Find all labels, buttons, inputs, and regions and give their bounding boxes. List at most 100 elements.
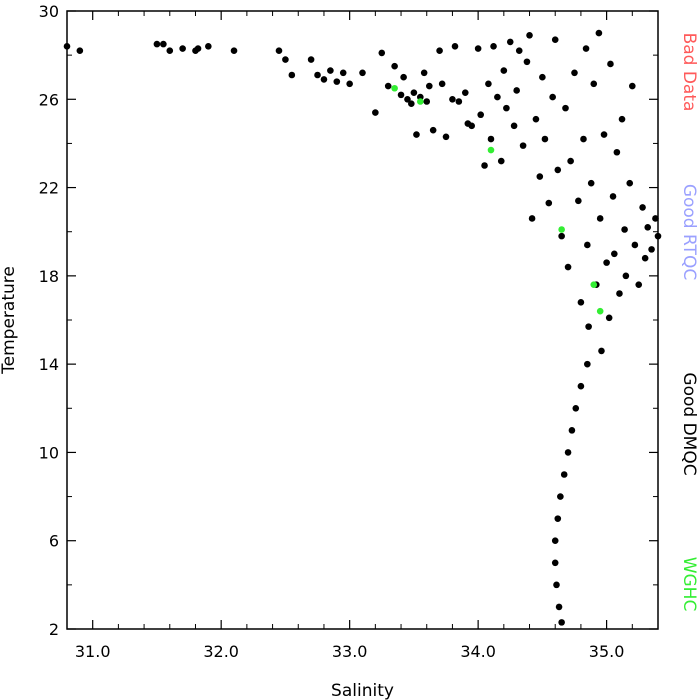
- data-point-good-dmqc: [618, 115, 626, 123]
- data-point-good-dmqc: [560, 471, 568, 478]
- data-point-good-dmqc: [449, 95, 456, 103]
- data-point-good-dmqc: [420, 69, 428, 77]
- data-point-wghc: [590, 281, 598, 288]
- y-tick-label: 2: [49, 620, 59, 639]
- data-point-good-dmqc: [545, 199, 553, 207]
- data-point-wghc: [487, 146, 495, 154]
- data-point-good-dmqc: [609, 193, 617, 200]
- data-point-good-dmqc: [554, 515, 562, 522]
- x-tick-label: 32.0: [203, 642, 239, 661]
- data-point-good-dmqc: [506, 38, 514, 46]
- data-point-good-dmqc: [582, 45, 590, 52]
- data-point-good-dmqc: [616, 290, 623, 297]
- data-point-good-dmqc: [333, 78, 341, 85]
- data-point-good-dmqc: [166, 47, 174, 55]
- x-tick-label: 31.0: [75, 642, 111, 661]
- data-point-good-dmqc: [320, 76, 328, 83]
- data-point-good-dmqc: [644, 224, 652, 231]
- data-point-good-dmqc: [400, 73, 407, 81]
- legend-item: Good DMQC: [679, 372, 699, 475]
- data-point-good-dmqc: [605, 314, 613, 322]
- y-tick-label: 6: [49, 532, 59, 551]
- data-point-good-dmqc: [413, 131, 420, 138]
- data-point-good-dmqc: [595, 29, 603, 37]
- data-point-good-dmqc: [485, 80, 492, 88]
- data-point-good-dmqc: [372, 109, 379, 116]
- y-tick-label: 10: [39, 443, 59, 462]
- data-point-good-dmqc: [611, 250, 618, 258]
- data-point-good-dmqc: [503, 104, 510, 112]
- y-tick-label: 18: [39, 267, 59, 286]
- data-point-wghc: [417, 98, 424, 105]
- data-point-good-dmqc: [461, 89, 469, 96]
- legend-item: Bad Data: [679, 33, 699, 112]
- data-point-good-dmqc: [477, 111, 485, 119]
- data-point-good-dmqc: [541, 135, 549, 143]
- data-point-good-dmqc: [194, 45, 202, 52]
- data-point-good-dmqc: [603, 259, 610, 266]
- data-point-good-dmqc: [564, 263, 572, 271]
- data-point-good-dmqc: [598, 347, 605, 355]
- data-point-good-dmqc: [205, 43, 212, 50]
- data-point-good-dmqc: [410, 89, 418, 96]
- data-point-good-dmqc: [585, 323, 592, 330]
- data-point-good-dmqc: [607, 60, 614, 68]
- data-point-good-dmqc: [307, 56, 315, 63]
- data-point-good-dmqc: [513, 87, 520, 94]
- data-point-good-dmqc: [497, 157, 505, 165]
- data-point-good-dmqc: [378, 49, 386, 57]
- y-tick-label: 30: [39, 2, 59, 21]
- x-tick-label: 34.0: [460, 642, 496, 661]
- data-point-good-dmqc: [555, 603, 563, 611]
- data-point-good-dmqc: [275, 47, 283, 55]
- data-point-good-dmqc: [314, 71, 321, 79]
- data-point-good-dmqc: [179, 45, 186, 52]
- y-tick-label: 14: [39, 355, 59, 374]
- data-point-good-dmqc: [641, 254, 649, 262]
- data-point-good-dmqc: [600, 131, 608, 138]
- x-tick-label: 33.0: [332, 642, 368, 661]
- data-point-good-dmqc: [408, 100, 415, 107]
- data-point-good-dmqc: [494, 93, 501, 101]
- data-point-good-dmqc: [455, 98, 463, 105]
- data-point-good-dmqc: [639, 204, 646, 211]
- data-point-good-dmqc: [551, 537, 559, 545]
- data-point-good-dmqc: [442, 133, 450, 141]
- data-point-good-dmqc: [288, 71, 296, 79]
- data-point-good-dmqc: [438, 80, 446, 88]
- y-axis-label: Temperature: [0, 266, 19, 375]
- data-point-good-dmqc: [519, 142, 527, 149]
- legend-item: Good RTQC: [679, 184, 699, 280]
- data-point-good-dmqc: [571, 69, 578, 77]
- data-point-good-dmqc: [339, 69, 347, 77]
- data-point-good-dmqc: [575, 197, 582, 205]
- data-point-good-dmqc: [551, 559, 559, 567]
- data-point-good-dmqc: [404, 95, 411, 103]
- data-point-good-dmqc: [359, 69, 366, 77]
- data-point-good-dmqc: [626, 179, 634, 187]
- data-point-good-dmqc: [526, 31, 533, 39]
- data-point-good-dmqc: [76, 47, 84, 55]
- data-point-good-dmqc: [474, 45, 482, 52]
- data-point-good-dmqc: [558, 619, 565, 626]
- data-point-good-dmqc: [468, 122, 476, 130]
- data-point-good-dmqc: [532, 115, 540, 123]
- data-point-good-dmqc: [451, 43, 459, 50]
- axis-ticks: [66, 10, 659, 630]
- data-point-good-dmqc: [391, 62, 398, 70]
- data-point-good-dmqc: [397, 91, 405, 99]
- data-point-good-dmqc: [436, 47, 443, 55]
- data-point-good-dmqc: [327, 67, 334, 74]
- data-point-good-dmqc: [282, 56, 289, 63]
- x-tick-label: 35.0: [589, 642, 625, 661]
- data-point-good-dmqc: [568, 427, 576, 434]
- data-point-good-dmqc: [384, 82, 392, 90]
- x-axis-label: Salinity: [331, 681, 394, 700]
- legend: Bad Data Good RTQC Good DMQC WGHC: [679, 33, 699, 612]
- data-point-good-dmqc: [584, 360, 591, 368]
- data-point-good-dmqc: [528, 215, 536, 222]
- data-point-good-dmqc: [557, 493, 564, 500]
- data-point-good-dmqc: [153, 40, 161, 48]
